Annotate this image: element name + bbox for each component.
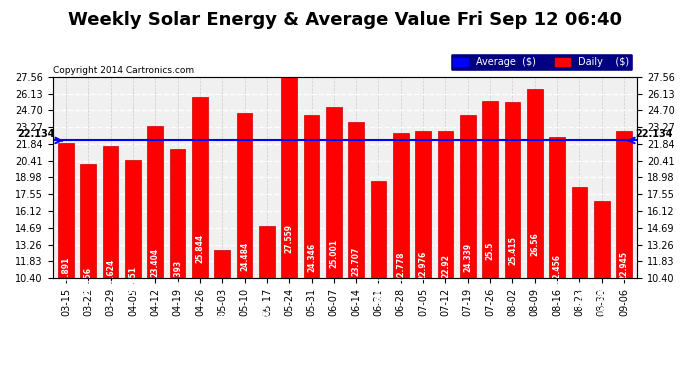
Text: 25.001: 25.001 xyxy=(329,239,338,268)
Bar xyxy=(393,133,408,375)
Text: 22.945: 22.945 xyxy=(620,251,629,280)
Text: 20.451: 20.451 xyxy=(128,266,137,295)
Bar xyxy=(170,149,186,375)
Text: 21.393: 21.393 xyxy=(173,260,182,289)
Bar xyxy=(304,114,319,375)
Text: 22.976: 22.976 xyxy=(419,251,428,280)
Bar xyxy=(371,181,386,375)
Bar xyxy=(282,77,297,375)
Text: 23.707: 23.707 xyxy=(352,246,361,276)
Text: Copyright 2014 Cartronics.com: Copyright 2014 Cartronics.com xyxy=(52,66,194,75)
Text: 12.806: 12.806 xyxy=(218,310,227,340)
Text: 14.874: 14.874 xyxy=(262,298,271,328)
Text: 27.559: 27.559 xyxy=(285,224,294,253)
Bar xyxy=(148,126,163,375)
Text: 22.134: 22.134 xyxy=(17,129,55,139)
Bar xyxy=(504,102,520,375)
Text: 24.346: 24.346 xyxy=(307,243,316,272)
Bar xyxy=(125,160,141,375)
Bar xyxy=(58,143,74,375)
Text: 26.56: 26.56 xyxy=(530,232,539,256)
Bar xyxy=(616,131,632,375)
Bar xyxy=(259,226,275,375)
Text: 16.986: 16.986 xyxy=(597,286,607,315)
Text: Weekly Solar Energy & Average Value Fri Sep 12 06:40: Weekly Solar Energy & Average Value Fri … xyxy=(68,11,622,29)
Text: 24.339: 24.339 xyxy=(463,243,472,272)
Text: 22.778: 22.778 xyxy=(396,252,405,281)
Bar xyxy=(549,137,565,375)
Bar xyxy=(103,147,119,375)
Text: 24.484: 24.484 xyxy=(240,242,249,271)
Bar xyxy=(571,187,587,375)
Bar xyxy=(415,130,431,375)
Bar xyxy=(192,97,208,375)
Bar xyxy=(594,201,609,375)
Text: 18.677: 18.677 xyxy=(374,276,383,305)
Legend: Average  ($), Daily    ($): Average ($), Daily ($) xyxy=(450,54,633,71)
Text: 23.404: 23.404 xyxy=(151,248,160,278)
Text: 21.624: 21.624 xyxy=(106,259,115,288)
Bar xyxy=(437,131,453,375)
Bar xyxy=(460,115,475,375)
Text: 21.891: 21.891 xyxy=(61,257,70,286)
Bar xyxy=(482,101,498,375)
Bar xyxy=(326,107,342,375)
Bar xyxy=(348,122,364,375)
Text: 25.415: 25.415 xyxy=(508,237,517,266)
Bar xyxy=(237,113,253,375)
Text: 22.456: 22.456 xyxy=(553,254,562,283)
Text: 25.5: 25.5 xyxy=(486,242,495,260)
Text: 22.134: 22.134 xyxy=(635,129,673,139)
Text: 18.182: 18.182 xyxy=(575,279,584,308)
Text: 22.92: 22.92 xyxy=(441,254,450,278)
Bar xyxy=(81,164,96,375)
Bar xyxy=(215,250,230,375)
Text: 25.844: 25.844 xyxy=(195,234,204,263)
Text: 20.156: 20.156 xyxy=(83,267,93,296)
Bar xyxy=(527,88,542,375)
